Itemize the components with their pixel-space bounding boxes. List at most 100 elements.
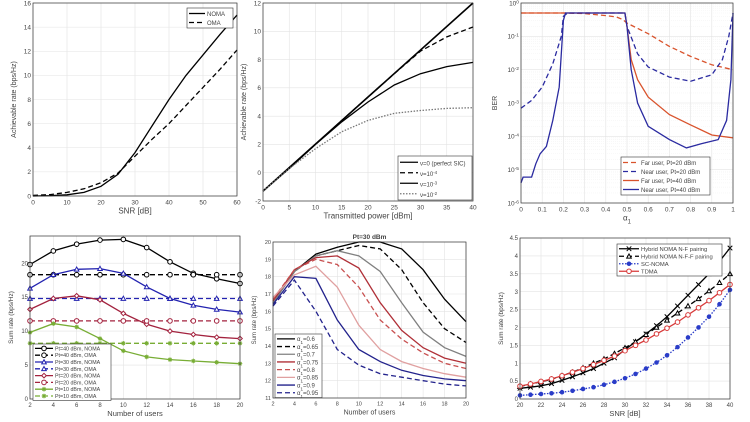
x-tick-label: 14	[399, 402, 405, 408]
x-tick-label: 6	[314, 402, 317, 408]
legend-label: NOMA	[207, 12, 225, 18]
y-tick-label: 12	[265, 379, 271, 385]
x-tick-label: 15	[338, 205, 346, 212]
data-point	[580, 370, 586, 376]
data-point	[97, 318, 103, 324]
x-tick-label: 28	[601, 403, 608, 409]
legend-marker	[41, 345, 47, 352]
data-point	[121, 341, 126, 346]
chart-panel-1: 0 10 20 30 40 50 60 0 2 4 6 8 10 12 14 16 SNR [dB] Achiev…	[11, 0, 241, 215]
x-tick-label: 2	[28, 403, 32, 409]
x-tick-label: 20	[97, 200, 105, 207]
legend-label: ν=10-3	[420, 180, 438, 189]
data-point	[214, 360, 219, 365]
legend-entry: Near user, Pt=40 dBm	[623, 188, 700, 194]
data-point	[643, 337, 649, 343]
y-axis-label: Achievable rate (bps/Hz)	[11, 61, 18, 138]
legend-label: Pt=20 dBm, NOMA	[55, 374, 101, 380]
legend-label: Pt=10 dBm, OMA	[55, 394, 97, 400]
series-line	[262, 107, 474, 192]
legend-entry: Pt=10 dBm, NOMA	[35, 386, 101, 393]
x-tick-label: 40	[727, 403, 734, 409]
x-tick-label: 12	[143, 403, 150, 409]
x-axis-label: SNR [dB]	[609, 409, 640, 418]
axes-frame	[519, 237, 731, 400]
y-tick-label: 1.5	[510, 343, 519, 349]
legend-marker	[40, 365, 48, 372]
data-point	[213, 334, 220, 341]
axes-frame	[32, 2, 238, 197]
legend-entry: OMA	[189, 21, 221, 27]
series-2	[262, 26, 474, 192]
x-tick-label: 38	[706, 403, 713, 409]
legend-label: Pt=20 dBm, OMA	[55, 380, 97, 386]
series-line	[262, 26, 474, 192]
data-point	[166, 295, 174, 301]
data-point	[143, 295, 150, 301]
data-point	[549, 390, 554, 396]
x-tick-label: 20	[463, 402, 469, 408]
legend-entry: Far user, Pt=40 dBm	[623, 179, 696, 185]
data-point	[538, 391, 544, 397]
legend-entry: α1=0.8	[277, 368, 315, 376]
y-tick-label: 0	[27, 193, 31, 200]
data-point	[716, 289, 723, 296]
data-point	[167, 259, 173, 265]
y-tick-label: 10	[21, 329, 28, 335]
y-tick-label: 15	[21, 295, 28, 301]
x-tick-label: 1	[731, 207, 735, 214]
x-tick-label: 4	[52, 403, 56, 409]
y-tick-label: 2	[257, 142, 261, 149]
data-point	[705, 287, 713, 294]
y-tick-label: 8	[257, 57, 261, 64]
x-tick-label: 30	[622, 403, 629, 409]
y-tick-label: 13	[265, 361, 271, 367]
data-point	[548, 376, 555, 382]
legend-entry: ν=10-3	[400, 180, 438, 189]
legend-entry: ν=10-2	[400, 190, 438, 199]
legend-entry: α1=0.9	[277, 383, 315, 391]
data-point	[538, 378, 544, 385]
y-tick-label: 11	[265, 396, 271, 402]
x-tick-label: 16	[190, 403, 197, 409]
chart-panel-5: 2 4 6 8 10 12 14 16 18 20 11 12 13 14 15 16 17 18 19 20 Numb…	[252, 234, 469, 417]
data-point	[674, 303, 681, 309]
data-point	[167, 341, 173, 346]
legend-entry: Pt=40 dBm, OMA	[35, 352, 97, 359]
legend-box	[620, 156, 711, 196]
y-tick-label: 10-1	[507, 32, 519, 41]
legend-marker	[625, 252, 633, 259]
data-point	[548, 380, 555, 387]
data-point	[167, 271, 173, 278]
x-axis-label: SNR [dB]	[118, 207, 151, 216]
data-point	[643, 366, 649, 371]
legend-label: α1=0.8	[297, 368, 315, 376]
data-point	[685, 292, 691, 298]
x-tick-label: 8	[336, 402, 339, 408]
x-tick-label: 6	[75, 403, 79, 409]
legend-label: Pt=40 dBm, NOMA	[55, 346, 101, 352]
y-tick-label: 4.5	[510, 236, 519, 242]
x-tick-label: 8	[98, 403, 102, 409]
data-point	[213, 306, 220, 312]
data-point	[50, 271, 57, 278]
series-8	[272, 279, 467, 387]
legend-entry: Far user, Pt=20 dBm	[623, 161, 696, 167]
legend-marker	[41, 352, 47, 359]
x-tick-label: 4	[293, 402, 296, 408]
x-tick-label: 18	[213, 403, 220, 409]
data-point	[213, 318, 220, 324]
legend-entry: α1=0.95	[277, 391, 319, 399]
x-tick-label: 12	[377, 402, 383, 408]
data-point	[97, 271, 103, 278]
y-tick-label: -2	[255, 198, 261, 205]
data-point	[654, 360, 659, 365]
data-point	[538, 383, 544, 389]
legend-label: Near user, Pt=20 dBm	[641, 170, 700, 176]
data-point	[612, 379, 617, 385]
legend: NOMA OMA	[186, 7, 234, 29]
x-tick-label: 40	[165, 200, 173, 207]
series-line	[272, 258, 467, 370]
x-tick-label: 0.6	[644, 207, 653, 214]
